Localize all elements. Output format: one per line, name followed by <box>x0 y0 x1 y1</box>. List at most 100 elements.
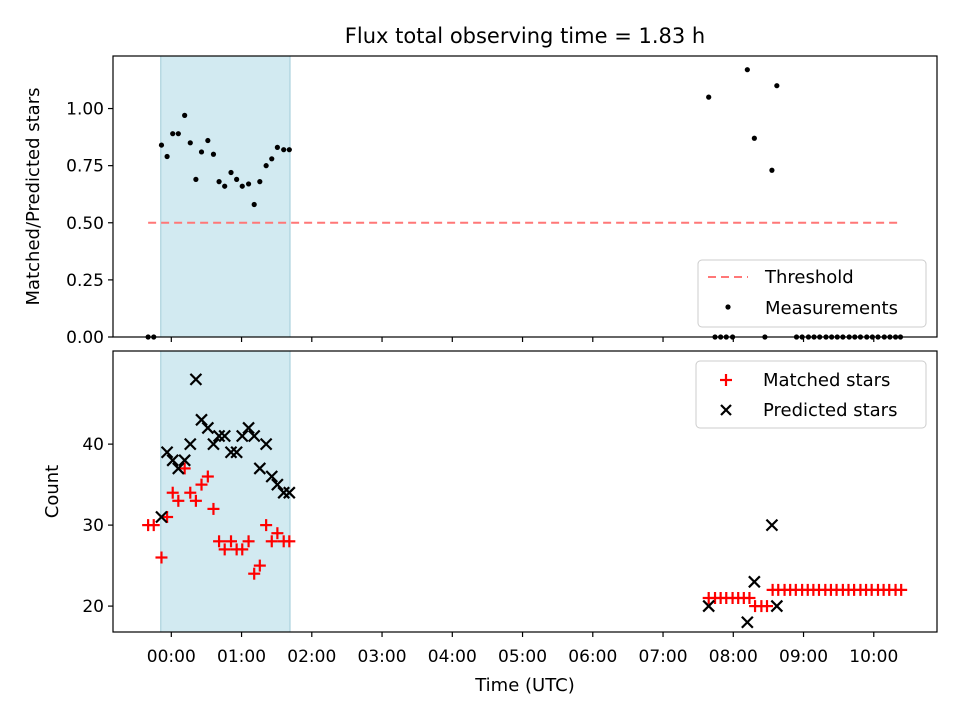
x-tick-label: 03:00 <box>358 647 407 667</box>
matched-stars-point <box>195 478 208 491</box>
y-tick-label: 0.50 <box>66 214 104 234</box>
predicted-stars-point <box>271 478 284 491</box>
y-tick-label: 0.00 <box>66 328 104 348</box>
ratio-panel: 0.00 0.25 0.50 0.75 1.00 Matched/Predicted s… <box>23 55 938 348</box>
predicted-stars-point <box>748 575 761 589</box>
measurements-point <box>269 156 275 162</box>
measurements-point <box>158 142 165 148</box>
matched-stars-point <box>253 559 266 572</box>
measurements-point <box>239 183 245 189</box>
x-tick-label: 00:00 <box>147 647 196 667</box>
predicted-stars-point <box>178 454 191 467</box>
predicted-stars-point <box>253 462 267 475</box>
predicted-stars-point <box>201 421 215 435</box>
counts-legend: Matched stars Predicted stars <box>695 360 927 429</box>
measurements-point <box>234 176 240 182</box>
count-points <box>142 373 908 629</box>
legend-threshold-label: Threshold <box>764 267 854 288</box>
measurements-point <box>274 144 280 150</box>
matched-stars-point <box>189 494 202 507</box>
predicted-stars-point <box>702 599 715 613</box>
legend-matched-swatch <box>720 374 732 386</box>
counts-panel: 20 30 40 Count Matched stars Predicted sta… <box>42 350 938 637</box>
measurements-point <box>164 153 170 160</box>
matched-stars-point <box>201 470 214 483</box>
matched-stars-point <box>178 462 191 475</box>
predicted-stars-point <box>230 445 243 459</box>
matched-stars-point <box>248 567 261 580</box>
predicted-stars-point <box>265 470 279 483</box>
predicted-stars-point <box>166 454 179 467</box>
y-tick-label: 0.25 <box>66 271 104 291</box>
measurements-point <box>281 147 287 153</box>
predicted-stars-point <box>247 429 261 443</box>
x-tick-label: 07:00 <box>639 647 688 667</box>
ratio-axes-frame <box>112 55 938 338</box>
measurements-point <box>245 181 252 187</box>
measurements-point <box>193 176 199 182</box>
predicted-stars-point <box>218 429 231 443</box>
predicted-stars-point <box>155 510 168 524</box>
x-axis-label: Time (UTC) <box>474 675 575 696</box>
predicted-stars-point <box>242 421 255 435</box>
legend-predicted-swatch <box>720 404 732 416</box>
ratio-legend-box <box>697 259 927 328</box>
counts-legend-box <box>695 360 927 429</box>
measurements-point <box>744 67 750 73</box>
predicted-stars-point <box>172 462 185 475</box>
predicted-stars-point <box>235 429 249 443</box>
measurements-point <box>175 131 181 137</box>
matched-stars-point <box>213 535 226 548</box>
observing-span-shade <box>160 55 291 338</box>
legend-measurements-swatch <box>725 304 731 310</box>
measurements-point <box>187 140 193 146</box>
counts-axes-frame <box>112 350 938 633</box>
x-tick-label: 10:00 <box>849 647 898 667</box>
measurements-point <box>222 183 228 189</box>
x-tick-label: 06:00 <box>568 647 617 667</box>
legend-measurements-label: Measurements <box>765 298 898 319</box>
measurements-point <box>263 163 269 169</box>
matched-stars-point <box>242 535 255 548</box>
predicted-stars-point <box>277 486 290 499</box>
predicted-stars-point <box>283 486 296 499</box>
matched-stars-point <box>172 494 185 507</box>
predicted-stars-point <box>212 429 226 443</box>
matched-stars-point <box>236 543 249 556</box>
y-tick-label: 40 <box>82 435 104 455</box>
matched-stars-point <box>283 535 296 548</box>
matched-stars-point <box>260 519 273 532</box>
measurements-point <box>774 83 780 89</box>
matched-stars-point <box>218 543 231 556</box>
matched-stars-point <box>743 591 756 604</box>
measurements-point <box>205 137 211 144</box>
measurements-point <box>170 131 176 137</box>
y-tick-label: 30 <box>82 516 104 536</box>
predicted-stars-point <box>224 445 238 459</box>
matched-stars-point <box>161 511 174 524</box>
legend-matched-label: Matched stars <box>763 370 890 391</box>
predicted-stars-point <box>160 445 174 459</box>
predicted-stars-point <box>207 437 220 451</box>
y-tick-label: 20 <box>82 597 104 617</box>
y-tick-label: 0.75 <box>66 157 104 177</box>
x-tick-label: 02:00 <box>287 647 336 667</box>
counts-axis-ticks: 20 30 40 <box>82 435 875 637</box>
matched-stars-point <box>184 486 197 499</box>
predicted-stars-point <box>770 599 784 613</box>
matched-stars-point <box>265 535 278 548</box>
x-axis-ticks: 00:00 01:00 02:00 03:00 04:00 05:00 06:00 07:00… <box>147 647 898 667</box>
x-tick-label: 05:00 <box>498 647 547 667</box>
measurements-point <box>198 149 205 155</box>
measurements-point <box>286 147 292 153</box>
y-tick-label: 1.00 <box>66 100 104 120</box>
matched-stars-point <box>207 502 220 515</box>
predicted-stars-point <box>259 437 273 451</box>
legend-predicted-label: Predicted stars <box>763 400 897 421</box>
measurements-point <box>216 179 222 185</box>
ratio-axis-ticks: 0.00 0.25 0.50 0.75 1.00 <box>66 100 875 348</box>
counts-y-axis-label: Count <box>42 465 63 518</box>
predicted-stars-point <box>189 373 203 386</box>
x-tick-label: 04:00 <box>428 647 477 667</box>
